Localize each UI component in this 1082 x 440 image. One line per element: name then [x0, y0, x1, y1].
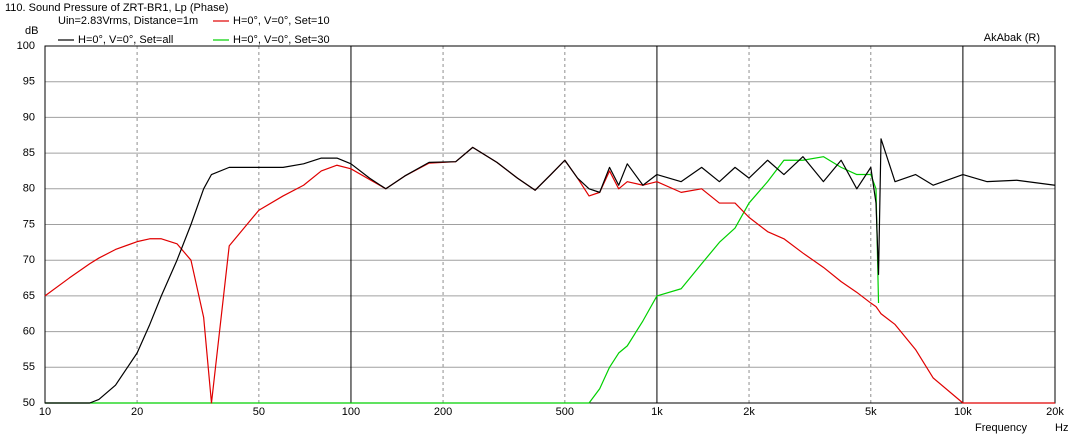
x-tick-label: 100	[342, 406, 360, 418]
x-tick-label: 20k	[1046, 406, 1064, 418]
x-tick-label: 50	[253, 406, 265, 418]
annotation: AkAbak (R)	[984, 32, 1040, 44]
series-line	[45, 138, 1056, 404]
y-tick-label: 50	[23, 397, 35, 409]
legend-label: H=0°, V=0°, Set=30	[233, 34, 330, 46]
x-axis-label: Frequency	[975, 422, 1027, 434]
x-tick-label: 200	[434, 406, 452, 418]
x-tick-label: 10k	[954, 406, 972, 418]
y-tick-label: 55	[23, 361, 35, 373]
series-line	[45, 156, 880, 404]
legend-label: H=0°, V=0°, Set=all	[78, 34, 173, 46]
y-tick-label: 65	[23, 290, 35, 302]
x-tick-label: 2k	[743, 406, 755, 418]
y-tick-label: 100	[17, 40, 35, 52]
chart-title: 110. Sound Pressure of ZRT-BR1, Lp (Phas…	[5, 2, 228, 14]
y-tick-label: 95	[23, 76, 35, 88]
legend-label: H=0°, V=0°, Set=10	[233, 15, 330, 27]
y-tick-label: 90	[23, 111, 35, 123]
x-tick-label: 1k	[651, 406, 663, 418]
x-tick-label: 5k	[865, 406, 877, 418]
y-tick-label: 75	[23, 218, 35, 230]
x-tick-label: 20	[131, 406, 143, 418]
y-axis-label: dB	[25, 25, 38, 37]
x-tick-label: 500	[556, 406, 574, 418]
legend-subtitle: Uin=2.83Vrms, Distance=1m	[58, 15, 198, 27]
y-tick-label: 80	[23, 183, 35, 195]
x-axis-unit: Hz	[1055, 422, 1068, 434]
y-tick-label: 60	[23, 326, 35, 338]
y-tick-label: 85	[23, 147, 35, 159]
x-tick-label: 10	[39, 406, 51, 418]
y-tick-label: 70	[23, 254, 35, 266]
